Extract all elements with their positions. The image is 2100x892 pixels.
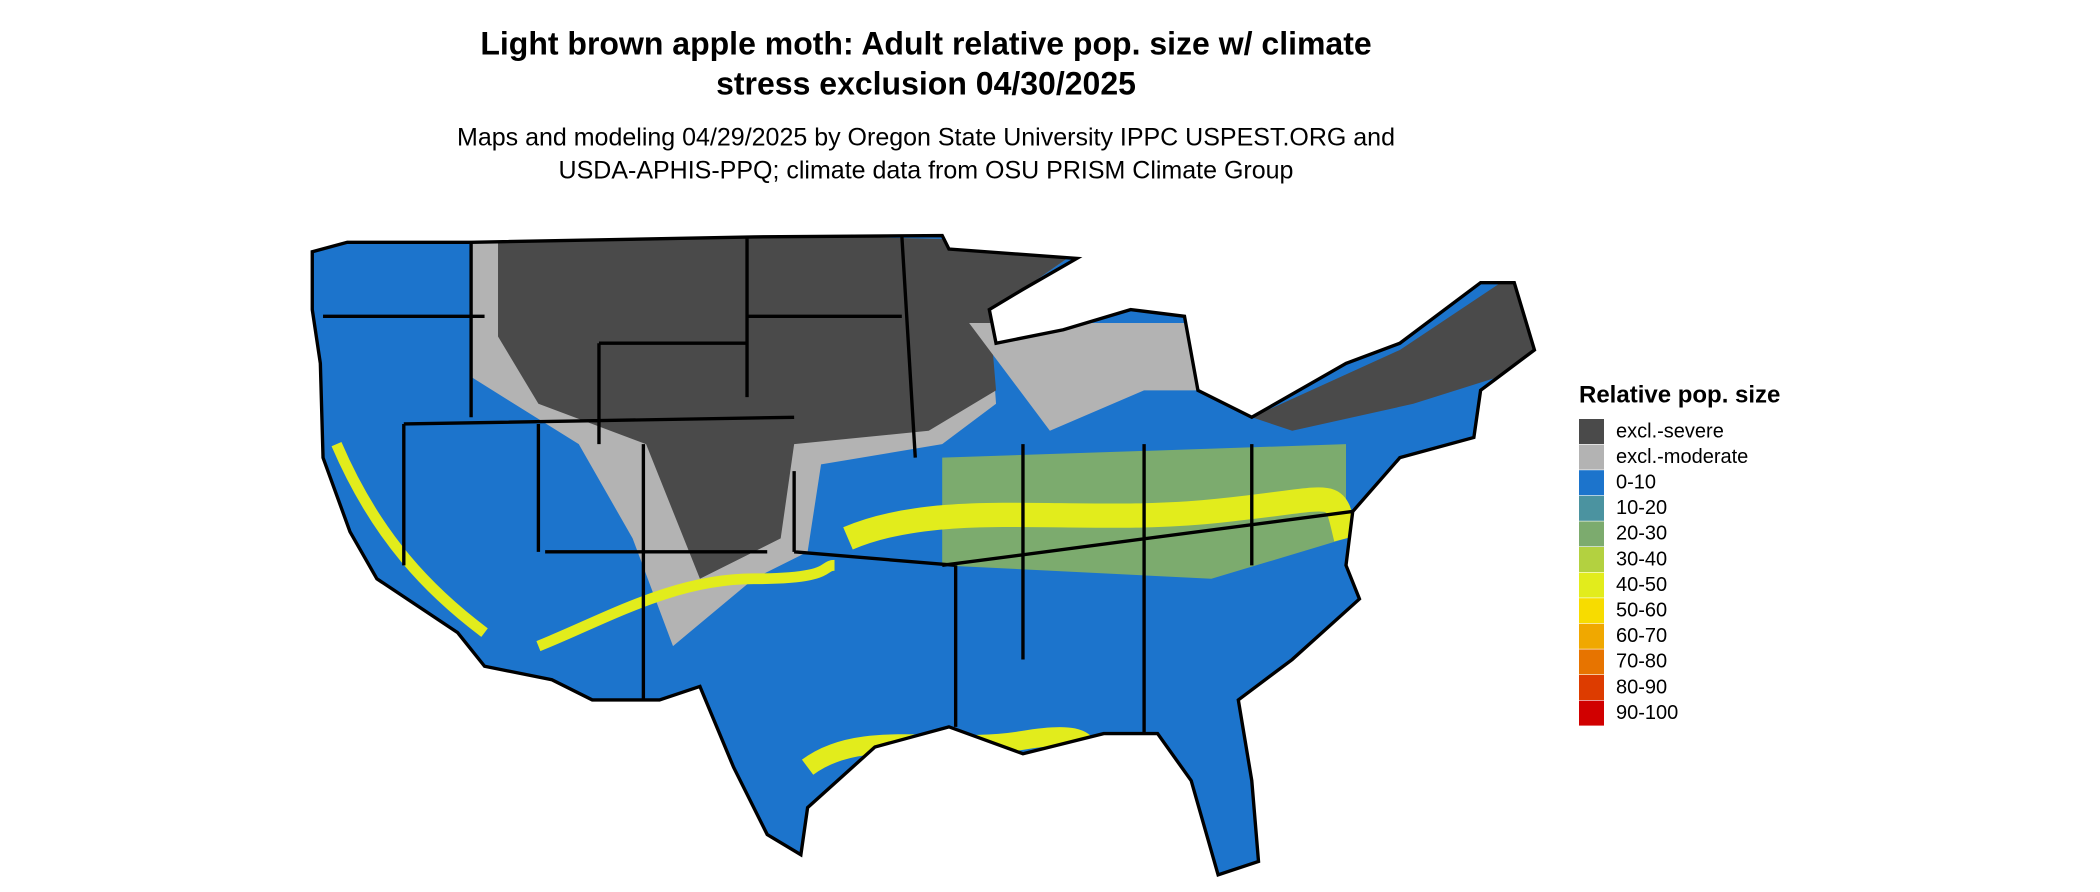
legend-label: 40-50 bbox=[1616, 574, 1667, 596]
legend-label: excl.-severe bbox=[1616, 420, 1724, 442]
region-severe bbox=[498, 235, 1091, 579]
legend-swatch bbox=[1579, 419, 1604, 444]
legend-swatch bbox=[1579, 675, 1604, 700]
legend-label: 50-60 bbox=[1616, 599, 1667, 621]
legend-swatch bbox=[1579, 495, 1604, 521]
legend-swatch bbox=[1579, 547, 1604, 572]
legend-label: 20-30 bbox=[1616, 523, 1667, 545]
legend-label: excl.-moderate bbox=[1616, 446, 1748, 468]
legend-swatch bbox=[1579, 444, 1604, 470]
legend-swatch bbox=[1579, 649, 1604, 675]
legend-label: 10-20 bbox=[1616, 497, 1667, 519]
legend-swatch bbox=[1579, 521, 1604, 547]
region-moderate bbox=[969, 323, 1212, 431]
legend-swatch bbox=[1579, 700, 1604, 726]
legend-label: 60-70 bbox=[1616, 625, 1667, 647]
legend-label: 0-10 bbox=[1616, 471, 1656, 493]
legend-label: 90-100 bbox=[1616, 702, 1678, 724]
state-borders bbox=[310, 233, 1537, 877]
legend: excl.-severe excl.-moderate 0-10 10-20 20-30… bbox=[1579, 419, 1748, 726]
subtitle-line: Maps and modeling 04/29/2025 by Oregon S… bbox=[457, 124, 1395, 152]
legend-swatch bbox=[1579, 598, 1604, 624]
title-line: Light brown apple moth: Adult relative p… bbox=[480, 25, 1371, 61]
region-high bbox=[843, 487, 1358, 550]
subtitle-line: USDA-APHIS-PPQ; climate data from OSU PR… bbox=[559, 157, 1294, 185]
legend-label: 30-40 bbox=[1616, 548, 1667, 570]
legend-swatch bbox=[1579, 572, 1604, 598]
legend-label: 70-80 bbox=[1616, 651, 1667, 673]
region-severe bbox=[1251, 269, 1535, 431]
title-line: stress exclusion 04/30/2025 bbox=[716, 65, 1136, 101]
map bbox=[310, 233, 1537, 877]
legend-swatch bbox=[1579, 623, 1604, 649]
legend-swatch bbox=[1579, 470, 1604, 496]
legend-label: 80-90 bbox=[1616, 676, 1667, 698]
legend-title: Relative pop. size bbox=[1579, 381, 1780, 408]
